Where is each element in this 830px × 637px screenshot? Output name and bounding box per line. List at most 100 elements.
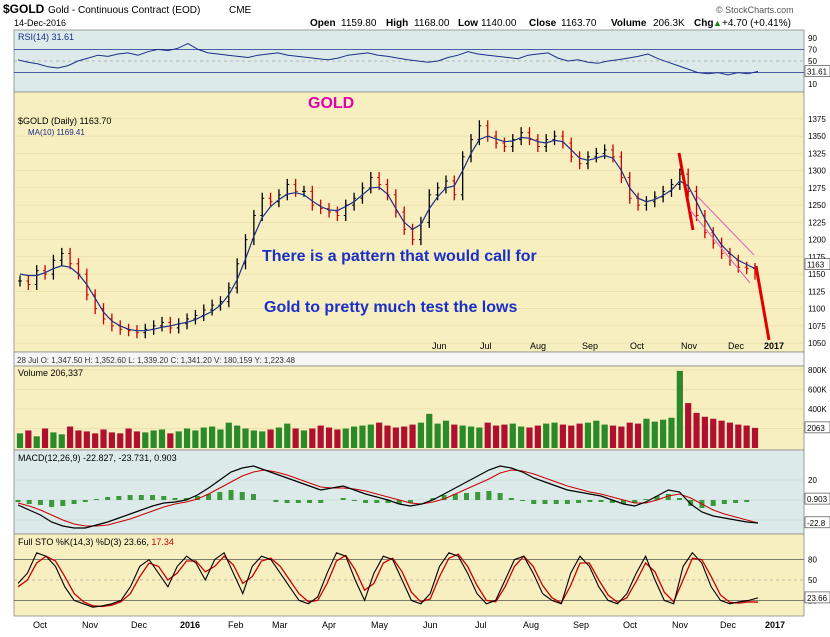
high-value: 1168.00 <box>414 18 450 29</box>
price-x-tick-label: Sep <box>582 341 598 351</box>
volume-bar <box>518 426 525 448</box>
high-label: High <box>386 18 408 29</box>
volume-bar <box>275 427 283 448</box>
volume-bar <box>726 422 734 448</box>
macd-histogram-bar <box>452 494 458 500</box>
volume-legend: Volume 206,337 <box>18 368 83 378</box>
macd-histogram-bar <box>307 500 313 503</box>
macd-histogram-bar <box>542 500 548 504</box>
stochastic-last-value: 23.66 <box>807 594 828 603</box>
chg-value: +4.70 (+0.41%) <box>722 18 791 29</box>
macd-histogram-bar <box>564 500 570 504</box>
volume-last-value: 2063 <box>807 424 825 433</box>
x-axis-label: Oct <box>33 620 48 630</box>
macd-histogram-bar <box>194 496 200 500</box>
price-x-tick-label: Aug <box>530 341 546 351</box>
macd-histogram-bar <box>82 500 88 502</box>
volume-bar <box>334 429 341 448</box>
volume-bar <box>626 422 633 448</box>
rsi-series <box>17 43 759 76</box>
volume-bar <box>167 433 174 448</box>
volume-bar <box>401 426 408 448</box>
macd-histogram-bar <box>228 490 234 500</box>
price-tick-label: 1225 <box>808 218 826 227</box>
volume-bar <box>50 432 57 448</box>
instrument-name: Gold - Continuous Contract (EOD) <box>48 5 200 16</box>
volume-bar <box>676 370 683 448</box>
volume-bar <box>601 424 608 448</box>
trend-annotations <box>677 152 771 341</box>
price-tick-label: 1250 <box>808 201 826 210</box>
macd-histogram-bar <box>363 500 369 503</box>
macd-histogram-bar <box>665 494 671 500</box>
macd-histogram-bar <box>138 495 144 500</box>
volume-bar <box>701 416 708 448</box>
red-projection-arrow <box>754 265 771 341</box>
x-axis-label: Nov <box>82 620 99 630</box>
macd-histogram-bar <box>632 500 638 503</box>
volume-last-value-box <box>804 421 830 434</box>
watermark: © StockCharts.com <box>716 5 794 15</box>
volume-bar <box>534 425 541 448</box>
volume-bar <box>192 430 199 448</box>
exchange: CME <box>229 5 252 16</box>
volume-bar <box>125 428 132 448</box>
macd-line <box>17 465 759 529</box>
price-x-tick-label: Dec <box>728 341 745 351</box>
macd-histogram-bar <box>15 500 21 502</box>
price-tick-label: 1125 <box>808 287 826 296</box>
stochastic-panel <box>13 533 805 617</box>
volume-bar <box>543 423 550 448</box>
macd-histogram-bar <box>576 500 582 503</box>
volume-bar <box>75 430 82 448</box>
macd-histogram-bar <box>127 495 133 500</box>
macd-series <box>15 465 759 529</box>
x-axis-label: Oct <box>623 620 638 630</box>
price-tick-label: 1175 <box>808 253 826 262</box>
volume-bar <box>559 424 566 448</box>
volume-series <box>16 370 759 448</box>
macd-histogram-bar <box>430 498 436 500</box>
volume-bar <box>376 422 383 448</box>
price-tick-label: 1150 <box>808 270 826 279</box>
price-tick-label: 1075 <box>808 322 826 331</box>
volume-bar <box>67 426 74 448</box>
volume-bar <box>417 422 425 448</box>
macd-histogram-bar <box>710 500 716 506</box>
macd-histogram-bar <box>217 492 223 500</box>
volume-bar <box>41 428 49 448</box>
price-tick-label: 1375 <box>808 115 826 124</box>
price-x-tick-label: Nov <box>681 341 698 351</box>
volume-bar <box>467 426 475 448</box>
volume-bar <box>442 420 450 448</box>
macd-histogram-bar <box>37 500 43 505</box>
macd-histogram-bar <box>721 500 727 504</box>
grid-lines <box>14 49 804 601</box>
price-tick-label: 1275 <box>808 184 826 193</box>
channel-lower-line <box>689 209 751 284</box>
rsi-tick-label: 90 <box>808 34 817 43</box>
macd-histogram-bar <box>688 500 694 506</box>
volume-bar <box>693 412 700 448</box>
rsi-legend: RSI(14) 31.61 <box>18 32 74 42</box>
ma10-line <box>19 135 756 332</box>
volume-bar <box>584 422 592 448</box>
macd-histogram-bar <box>733 500 739 503</box>
volume-bar <box>300 430 308 448</box>
volume-bar <box>25 430 32 448</box>
volume-bar <box>501 424 508 448</box>
volume-bar <box>526 427 533 448</box>
price-tick-label: 1100 <box>808 305 826 314</box>
close-label: Close <box>529 18 557 29</box>
volume-bar <box>593 420 600 448</box>
macd-histogram-bar <box>508 498 514 500</box>
chart-header: $GOLD Gold - Continuous Contract (EOD) C… <box>3 2 794 29</box>
volume-bar <box>409 424 416 448</box>
macd-histogram-bar <box>587 500 593 502</box>
volume-bar <box>267 429 274 448</box>
macd-histogram-bar <box>161 496 167 500</box>
macd-histogram-bar <box>744 500 750 502</box>
stochastic-tick-label: 50 <box>808 576 817 585</box>
volume-bar <box>551 422 558 448</box>
